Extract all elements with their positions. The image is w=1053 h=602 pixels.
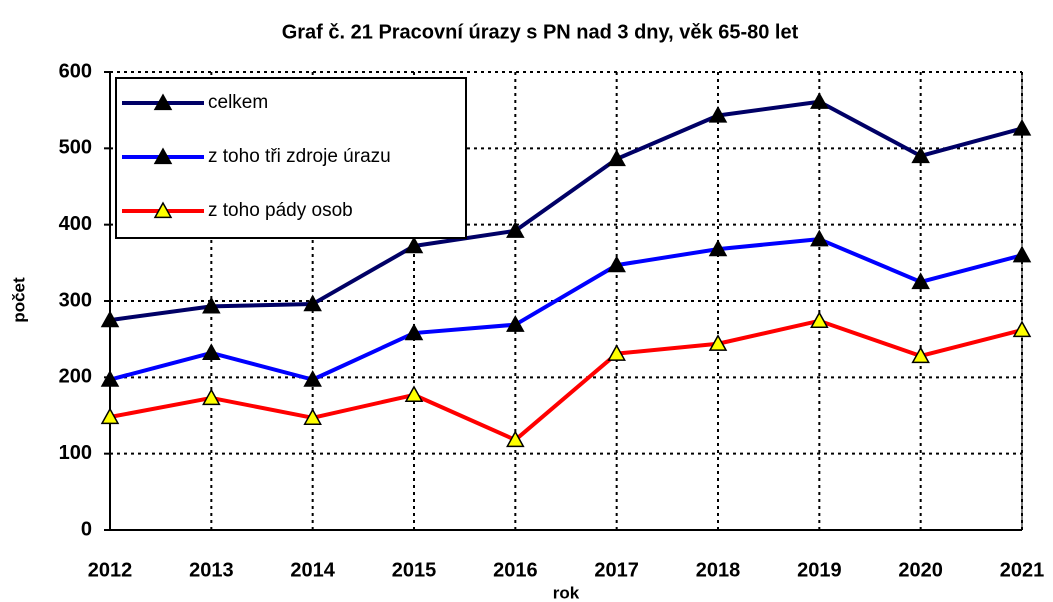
y-tick-label: 300 [59, 289, 92, 311]
y-tick-label: 600 [59, 60, 92, 82]
marker [708, 239, 728, 257]
marker [1012, 245, 1032, 263]
x-tick-label: 2016 [493, 559, 538, 581]
marker [607, 149, 626, 167]
marker [607, 344, 626, 361]
marker [202, 388, 221, 406]
marker [202, 343, 221, 361]
x-tick-label: 2013 [189, 559, 234, 581]
marker [303, 408, 322, 425]
x-tick-label: 2018 [696, 559, 741, 581]
marker [810, 92, 829, 109]
y-tick-label: 200 [59, 366, 92, 388]
series-line [109, 99, 1023, 323]
marker [607, 255, 626, 273]
legend-label: z toho pády osob [208, 200, 353, 221]
marker [100, 407, 120, 425]
y-tick-label: 400 [59, 213, 92, 235]
marker [911, 146, 930, 164]
x-tick-label: 2014 [290, 559, 335, 581]
marker [100, 310, 120, 328]
marker [911, 272, 930, 290]
legend-marker [153, 147, 173, 165]
y-tick-label: 0 [81, 518, 92, 540]
x-tick-label: 2019 [797, 559, 842, 581]
marker [202, 296, 221, 314]
series-line [109, 318, 1023, 442]
y-axis-label: počet [9, 277, 28, 323]
marker [810, 229, 829, 247]
marker [404, 236, 424, 254]
x-tick-label: 2015 [392, 559, 437, 581]
marker [708, 105, 728, 123]
y-tick-label: 500 [59, 137, 92, 159]
marker [303, 294, 322, 312]
marker [1012, 320, 1032, 338]
legend-label: z toho tři zdroje úrazu [208, 146, 391, 167]
series-line [109, 237, 1023, 382]
marker [1012, 118, 1032, 136]
marker [506, 221, 525, 238]
marker [303, 370, 322, 387]
x-tick-label: 2020 [898, 559, 943, 581]
legend-marker [153, 201, 173, 219]
chart-title: Graf č. 21 Pracovní úrazy s PN nad 3 dny… [282, 21, 799, 43]
marker [100, 370, 120, 387]
legend-label: celkem [208, 92, 268, 113]
x-tick-label: 2017 [594, 559, 639, 581]
marker [506, 315, 525, 332]
legend-marker [153, 93, 173, 111]
x-tick-label: 2021 [1000, 559, 1045, 581]
marker [404, 385, 424, 403]
y-tick-label: 100 [59, 442, 92, 464]
marker [506, 430, 525, 448]
marker [911, 346, 930, 364]
x-tick-label: 2012 [88, 559, 133, 581]
x-axis-label: rok [553, 583, 580, 602]
marker [404, 323, 424, 341]
marker [810, 311, 829, 328]
marker [708, 334, 728, 351]
